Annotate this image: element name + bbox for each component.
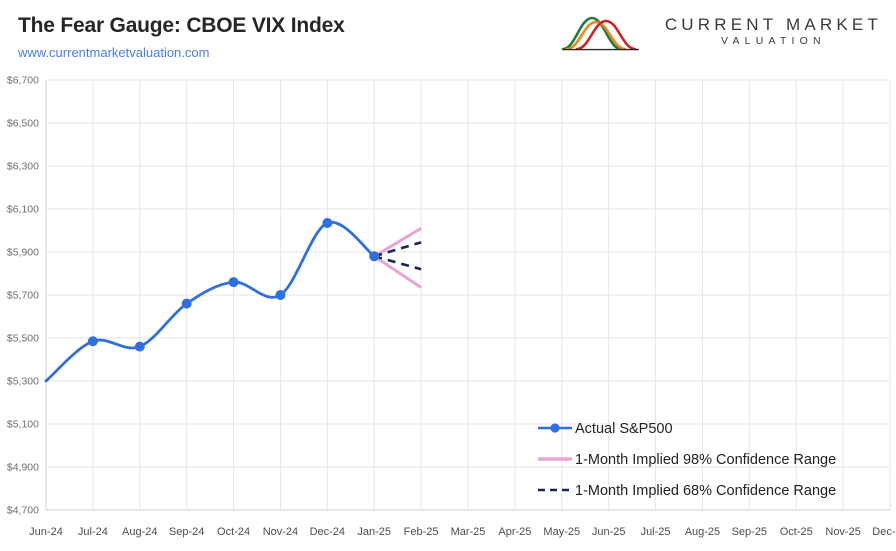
x-axis-tick: Jan-25 — [357, 526, 391, 538]
confidence-range-line — [373, 241, 422, 258]
vertical-gridlines — [92, 80, 891, 510]
data-point-marker — [369, 251, 380, 262]
bell-curves-logo-icon — [561, 16, 639, 51]
x-axis-tick: Nov-24 — [263, 526, 298, 538]
y-axis-tick: $5,100 — [7, 419, 39, 431]
x-axis-tick-labels: Jun-24 Jul-24 Aug-24 Sep-24 Oct-24 Nov-24 Dec-… — [29, 526, 896, 538]
data-point-marker — [181, 298, 192, 309]
brand-logo[interactable]: CURRENT MARKET VALUATION — [561, 7, 882, 55]
actual-sp500-markers — [87, 217, 380, 352]
legend-label[interactable]: 1-Month Implied 98% Confidence Range — [575, 452, 836, 468]
y-axis-tick: $6,700 — [7, 75, 39, 87]
x-axis-tick: Aug-25 — [685, 526, 720, 538]
chart-container: $6,700 $6,500 $6,300 $6,100 $5,900 $5,700 $5,5… — [0, 70, 896, 551]
data-point-marker — [275, 290, 286, 300]
x-axis-tick: Jul-25 — [641, 526, 671, 538]
page-title: The Fear Gauge: CBOE VIX Index — [18, 14, 345, 37]
x-axis-tick: Sep-24 — [169, 526, 204, 538]
legend-label[interactable]: Actual S&P500 — [575, 421, 673, 437]
x-axis-tick: Feb-25 — [404, 526, 439, 538]
confidence-range-lines — [373, 227, 422, 289]
page-header: The Fear Gauge: CBOE VIX Index www.curre… — [0, 0, 896, 70]
logo-line-1: CURRENT MARKET — [664, 14, 882, 34]
x-axis-tick: Oct-24 — [217, 526, 250, 538]
x-axis-tick: Sep-25 — [732, 526, 767, 538]
y-axis-tick: $5,700 — [7, 290, 39, 302]
y-axis-tick: $6,300 — [7, 161, 39, 173]
y-axis-tick: $5,500 — [7, 333, 39, 345]
data-point-marker — [322, 217, 333, 228]
x-axis-tick: Aug-24 — [122, 526, 157, 538]
y-axis-tick: $6,100 — [7, 204, 39, 216]
logo-wordmark: CURRENT MARKET VALUATION — [665, 14, 882, 49]
x-axis-tick: Dec-25 — [872, 526, 896, 538]
x-axis-tick: Jun-25 — [592, 526, 626, 538]
y-axis-tick: $4,900 — [7, 462, 39, 474]
line-chart: $6,700 $6,500 $6,300 $6,100 $5,900 $5,700 $5,5… — [7, 75, 896, 539]
logo-line-2: VALUATION — [721, 34, 826, 47]
actual-sp500-line — [44, 220, 376, 383]
legend-swatch-marker — [550, 423, 560, 433]
x-axis-tick: Apr-25 — [498, 526, 531, 538]
y-axis-tick: $5,900 — [7, 247, 39, 259]
y-axis-tick: $6,500 — [7, 118, 39, 130]
chart-legend[interactable]: Actual S&P500 1-Month Implied 98% Confide… — [538, 421, 836, 499]
x-axis-tick: Mar-25 — [451, 526, 486, 538]
x-axis-tick: Oct-25 — [780, 526, 813, 538]
x-axis-tick: May-25 — [543, 526, 580, 538]
x-axis-tick: Jul-24 — [78, 526, 108, 538]
x-axis-tick: Nov-25 — [825, 526, 860, 538]
data-point-marker — [228, 277, 239, 288]
x-axis-tick: Dec-24 — [310, 526, 345, 538]
data-point-marker — [134, 341, 145, 352]
y-axis-tick: $5,300 — [7, 376, 39, 388]
legend-label[interactable]: 1-Month Implied 68% Confidence Range — [575, 483, 836, 499]
confidence-range-line — [373, 255, 422, 289]
y-axis-tick-labels: $6,700 $6,500 $6,300 $6,100 $5,900 $5,700 $5,5… — [7, 75, 39, 517]
y-axis-tick: $4,700 — [7, 505, 39, 517]
website-link[interactable]: www.currentmarketvaluation.com — [18, 45, 210, 60]
x-axis-tick: Jun-24 — [29, 526, 63, 538]
data-point-marker — [87, 336, 98, 347]
confidence-range-line — [373, 227, 422, 258]
